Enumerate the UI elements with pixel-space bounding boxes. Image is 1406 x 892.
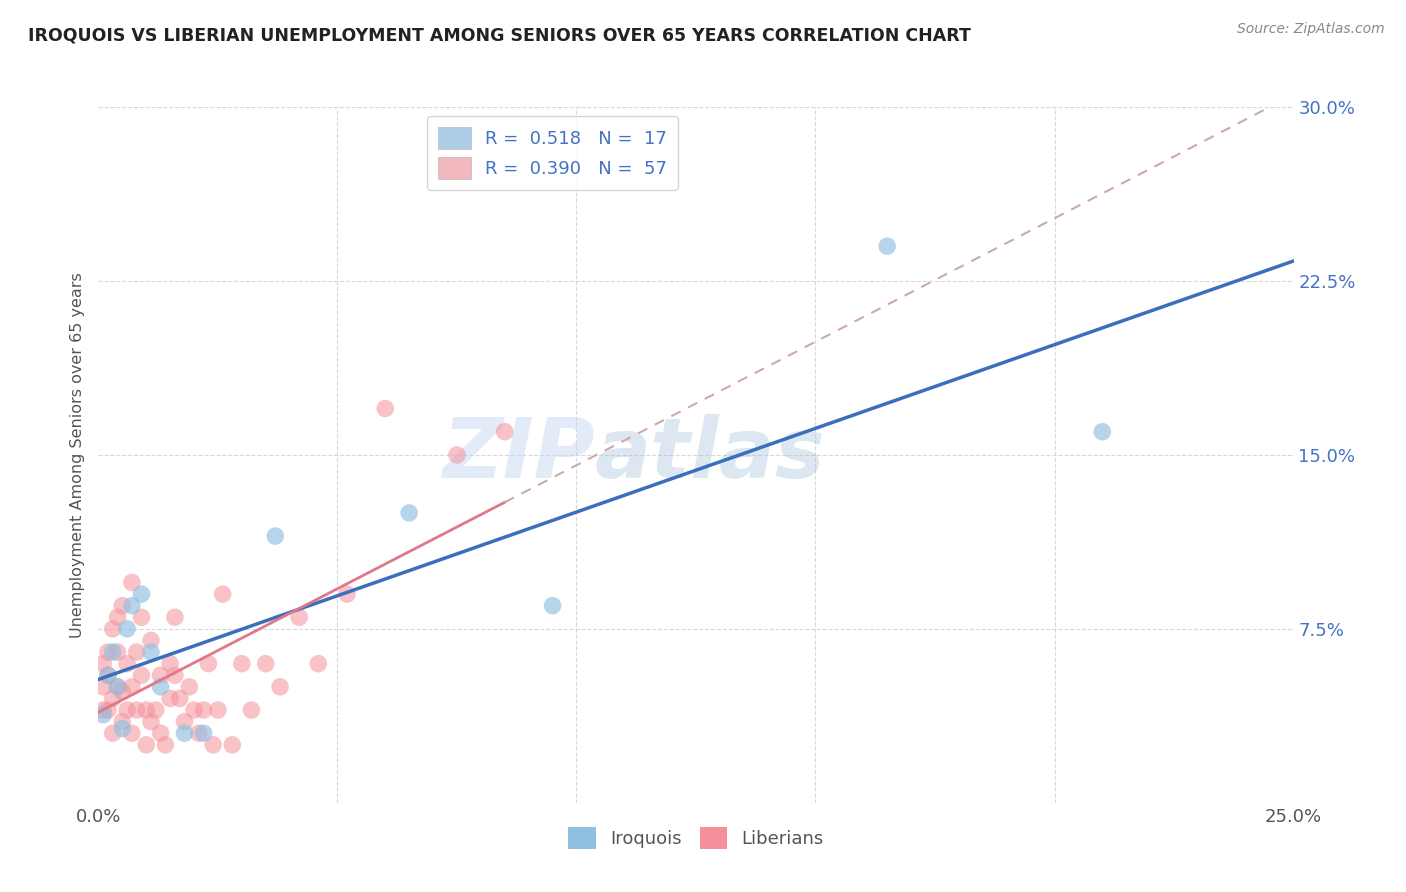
- Point: [446, 448, 468, 462]
- Point: [183, 703, 205, 717]
- Text: IROQUOIS VS LIBERIAN UNEMPLOYMENT AMONG SENIORS OVER 65 YEARS CORRELATION CHART: IROQUOIS VS LIBERIAN UNEMPLOYMENT AMONG …: [28, 27, 972, 45]
- Point: [1091, 425, 1114, 439]
- Point: [163, 668, 186, 682]
- Point: [173, 726, 195, 740]
- Point: [97, 645, 120, 659]
- Point: [131, 668, 153, 682]
- Point: [264, 529, 287, 543]
- Point: [269, 680, 291, 694]
- Point: [121, 599, 143, 613]
- Point: [541, 599, 564, 613]
- Text: atlas: atlas: [595, 415, 825, 495]
- Point: [149, 668, 172, 682]
- Point: [197, 657, 219, 671]
- Point: [135, 703, 157, 717]
- Point: [111, 684, 134, 698]
- Point: [221, 738, 243, 752]
- Point: [145, 703, 167, 717]
- Point: [159, 691, 181, 706]
- Point: [163, 610, 186, 624]
- Legend: Iroquois, Liberians: Iroquois, Liberians: [561, 820, 831, 856]
- Point: [115, 703, 138, 717]
- Point: [187, 726, 209, 740]
- Point: [97, 668, 120, 682]
- Point: [115, 622, 138, 636]
- Point: [111, 722, 134, 736]
- Point: [107, 680, 129, 694]
- Point: [107, 645, 129, 659]
- Point: [107, 610, 129, 624]
- Point: [139, 633, 162, 648]
- Point: [193, 703, 215, 717]
- Point: [149, 726, 172, 740]
- Point: [91, 680, 114, 694]
- Point: [169, 691, 191, 706]
- Text: ZIP: ZIP: [441, 415, 595, 495]
- Point: [374, 401, 396, 416]
- Point: [101, 622, 124, 636]
- Point: [876, 239, 898, 253]
- Point: [139, 645, 162, 659]
- Point: [111, 714, 134, 729]
- Point: [494, 425, 516, 439]
- Point: [121, 575, 143, 590]
- Point: [254, 657, 277, 671]
- Point: [179, 680, 201, 694]
- Point: [125, 645, 148, 659]
- Point: [107, 680, 129, 694]
- Point: [149, 680, 172, 694]
- Point: [91, 707, 114, 722]
- Point: [159, 657, 181, 671]
- Point: [307, 657, 329, 671]
- Point: [131, 587, 153, 601]
- Point: [135, 738, 157, 752]
- Point: [101, 691, 124, 706]
- Point: [91, 703, 114, 717]
- Point: [398, 506, 420, 520]
- Text: Source: ZipAtlas.com: Source: ZipAtlas.com: [1237, 21, 1385, 36]
- Point: [111, 599, 134, 613]
- Point: [131, 610, 153, 624]
- Point: [139, 714, 162, 729]
- Point: [125, 703, 148, 717]
- Point: [121, 680, 143, 694]
- Point: [207, 703, 229, 717]
- Point: [97, 703, 120, 717]
- Point: [240, 703, 263, 717]
- Point: [288, 610, 311, 624]
- Point: [155, 738, 177, 752]
- Point: [121, 726, 143, 740]
- Point: [193, 726, 215, 740]
- Point: [231, 657, 253, 671]
- Point: [101, 726, 124, 740]
- Point: [211, 587, 233, 601]
- Point: [115, 657, 138, 671]
- Point: [101, 645, 124, 659]
- Point: [97, 668, 120, 682]
- Point: [336, 587, 359, 601]
- Point: [173, 714, 195, 729]
- Y-axis label: Unemployment Among Seniors over 65 years: Unemployment Among Seniors over 65 years: [70, 272, 86, 638]
- Point: [202, 738, 225, 752]
- Point: [91, 657, 114, 671]
